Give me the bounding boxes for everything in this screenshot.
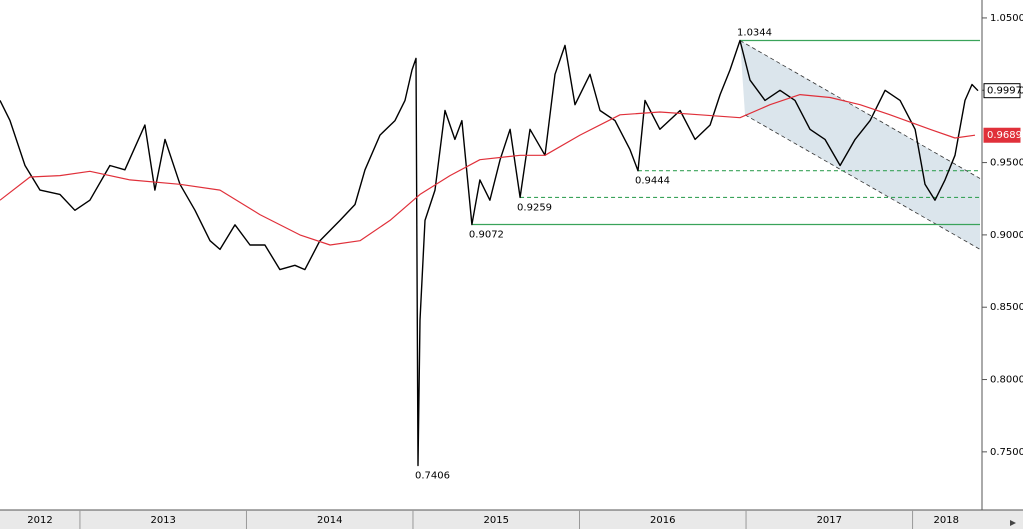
annotation-label: 0.9072 bbox=[469, 229, 504, 240]
scroll-arrow bbox=[1010, 520, 1016, 526]
series-line bbox=[0, 94, 976, 246]
y-tick-label: 0.8500 bbox=[990, 302, 1023, 313]
x-tick-label: 2012 bbox=[27, 515, 52, 526]
annotation-label: 1.0344 bbox=[737, 27, 772, 38]
x-axis-band bbox=[0, 510, 1023, 529]
x-tick-label: 2018 bbox=[934, 515, 959, 526]
annotation-label: 0.9444 bbox=[635, 176, 670, 187]
x-tick-label: 2015 bbox=[484, 515, 509, 526]
x-tick-label: 2014 bbox=[317, 515, 342, 526]
x-tick-label: 2017 bbox=[817, 515, 842, 526]
x-tick-label: 2016 bbox=[650, 515, 675, 526]
last-value-box bbox=[983, 127, 1021, 143]
y-tick-label: 1.0500 bbox=[990, 13, 1023, 24]
y-tick-label: 0.7500 bbox=[990, 447, 1023, 458]
channel-area bbox=[740, 40, 980, 250]
channel-line bbox=[744, 114, 981, 250]
y-tick-label: 0.9500 bbox=[990, 158, 1023, 169]
last-value-box bbox=[983, 83, 1021, 99]
y-tick-label: 0.8000 bbox=[990, 375, 1023, 386]
last-value-label: 0.9689 bbox=[987, 130, 1022, 141]
annotation-label: 0.9259 bbox=[517, 202, 552, 213]
annotation-label: 0.7406 bbox=[415, 470, 450, 481]
series-line bbox=[0, 39, 979, 467]
x-tick-label: 2013 bbox=[150, 515, 175, 526]
y-tick-label: 0.9000 bbox=[990, 230, 1023, 241]
last-value-label: 0.9997 bbox=[987, 86, 1022, 97]
